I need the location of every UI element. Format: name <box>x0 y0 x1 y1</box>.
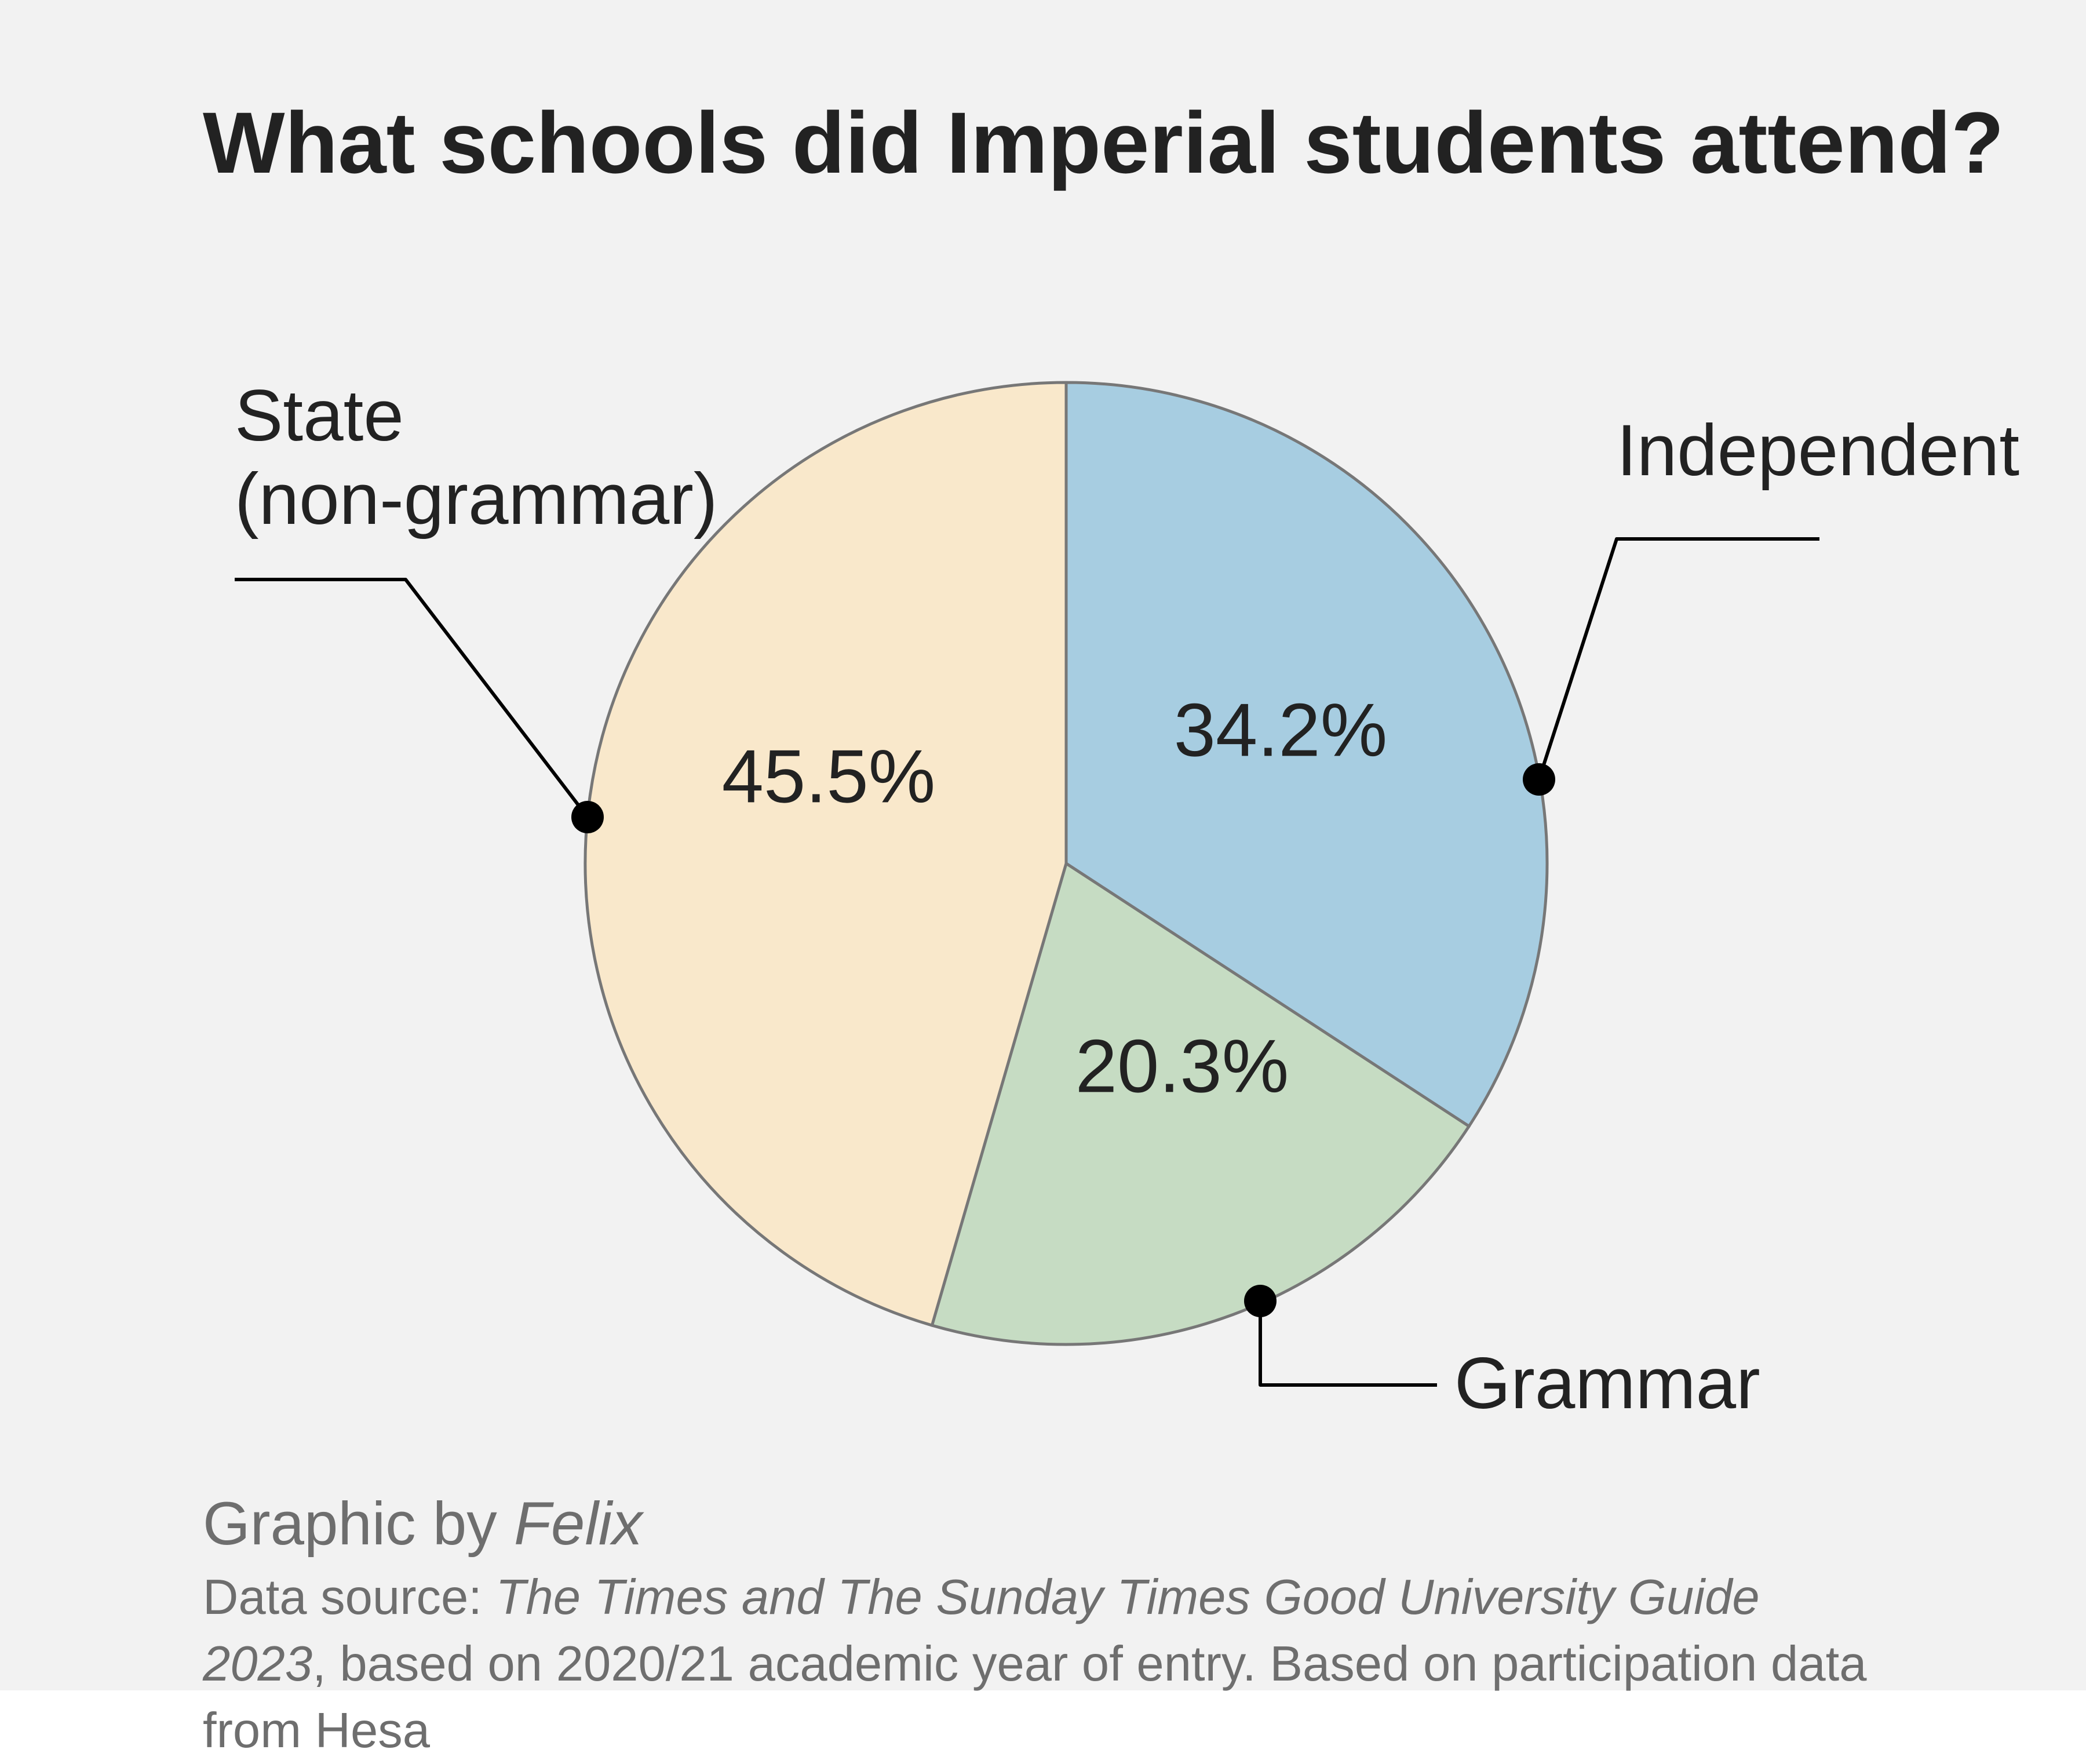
pie-label-state: State(non-grammar) <box>235 376 718 540</box>
pie-label-independent: Independent <box>1617 410 2019 491</box>
pie-label-grammar: Grammar <box>1454 1343 1760 1424</box>
chart-card: What schools did Imperial students atten… <box>0 0 2086 1690</box>
pie-chart: 34.2% 20.3% 45.5% Independent Grammar State(n… <box>0 0 2086 1690</box>
leader-dot-state <box>571 801 604 833</box>
graphic-credit: Graphic by Felix <box>203 1489 643 1559</box>
chart-title: What schools did Imperial students atten… <box>203 93 2004 193</box>
leader-line-grammar <box>1260 1301 1437 1385</box>
leader-line-state <box>235 580 588 817</box>
pie-value-state: 45.5% <box>722 734 936 818</box>
leader-dot-grammar <box>1244 1285 1277 1317</box>
leader-line-independent <box>1539 539 1819 779</box>
pie-value-independent: 34.2% <box>1174 687 1388 772</box>
data-source: Data source: The Times and The Sunday Ti… <box>203 1565 1883 1764</box>
leader-dot-independent <box>1523 763 1555 796</box>
pie-value-grammar: 20.3% <box>1075 1023 1289 1108</box>
